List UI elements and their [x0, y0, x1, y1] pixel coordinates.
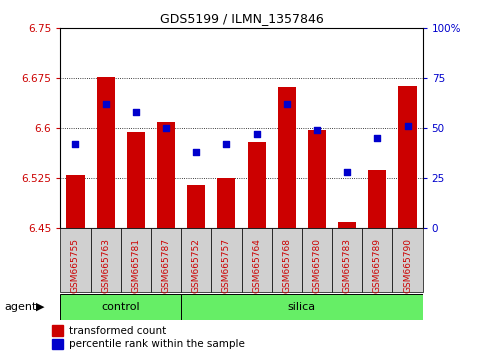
- Text: agent: agent: [5, 302, 37, 312]
- Point: [283, 102, 291, 107]
- Bar: [368, 170, 386, 228]
- Bar: [53, 339, 63, 349]
- Bar: [217, 178, 236, 228]
- Bar: [127, 132, 145, 228]
- Point: [223, 142, 230, 147]
- Bar: [278, 87, 296, 228]
- Text: control: control: [101, 302, 140, 312]
- Text: GSM665752: GSM665752: [192, 238, 201, 293]
- Text: GSM665768: GSM665768: [282, 238, 291, 293]
- Bar: [60, 294, 181, 320]
- Bar: [398, 86, 416, 228]
- Bar: [181, 294, 423, 320]
- Point: [253, 131, 260, 137]
- Bar: [332, 228, 362, 292]
- Bar: [338, 222, 356, 228]
- Text: GSM665757: GSM665757: [222, 238, 231, 293]
- Bar: [53, 325, 63, 336]
- Text: GSM665790: GSM665790: [403, 238, 412, 293]
- Text: transformed count: transformed count: [69, 326, 166, 336]
- Point: [313, 127, 321, 133]
- Bar: [271, 228, 302, 292]
- Text: GSM665781: GSM665781: [131, 238, 141, 293]
- Bar: [60, 228, 91, 292]
- Point: [132, 109, 140, 115]
- Bar: [67, 175, 85, 228]
- Text: percentile rank within the sample: percentile rank within the sample: [69, 339, 245, 349]
- Point: [343, 170, 351, 175]
- Bar: [157, 122, 175, 228]
- Text: GDS5199 / ILMN_1357846: GDS5199 / ILMN_1357846: [159, 12, 324, 25]
- Bar: [187, 185, 205, 228]
- Point: [71, 142, 79, 147]
- Point: [373, 136, 381, 141]
- Text: GSM665783: GSM665783: [342, 238, 352, 293]
- Text: silica: silica: [288, 302, 316, 312]
- Bar: [308, 130, 326, 228]
- Bar: [212, 228, 242, 292]
- Point: [192, 149, 200, 155]
- Bar: [121, 228, 151, 292]
- Bar: [248, 142, 266, 228]
- Bar: [97, 77, 115, 228]
- Point: [404, 124, 412, 129]
- Text: GSM665764: GSM665764: [252, 238, 261, 293]
- Bar: [242, 228, 271, 292]
- Point: [162, 126, 170, 131]
- Bar: [393, 228, 423, 292]
- Text: ▶: ▶: [36, 302, 45, 312]
- Bar: [151, 228, 181, 292]
- Bar: [362, 228, 393, 292]
- Text: GSM665789: GSM665789: [373, 238, 382, 293]
- Point: [102, 102, 110, 107]
- Bar: [302, 228, 332, 292]
- Text: GSM665780: GSM665780: [313, 238, 322, 293]
- Bar: [181, 228, 212, 292]
- Text: GSM665787: GSM665787: [161, 238, 170, 293]
- Text: GSM665755: GSM665755: [71, 238, 80, 293]
- Bar: [91, 228, 121, 292]
- Text: GSM665763: GSM665763: [101, 238, 110, 293]
